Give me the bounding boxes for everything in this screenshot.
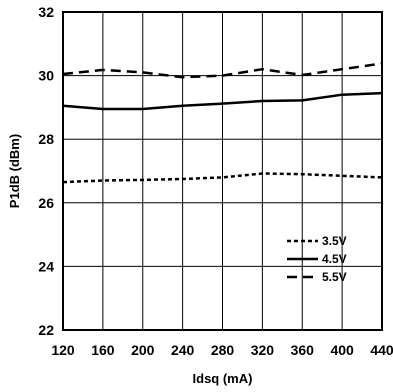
y-axis-label: P1dB (dBm) xyxy=(7,134,22,208)
x-tick-label: 200 xyxy=(131,342,155,358)
x-tick-label: 280 xyxy=(211,342,235,358)
legend-label-4.5V: 4.5V xyxy=(322,252,347,266)
x-tick-label: 440 xyxy=(370,342,393,358)
series-lines xyxy=(62,62,383,184)
y-tick-label: 28 xyxy=(38,131,54,147)
legend-label-3.5V: 3.5V xyxy=(322,234,347,248)
y-tick-label: 24 xyxy=(38,258,54,274)
x-tick-label: 320 xyxy=(251,342,275,358)
tick-labels: 120 160 200 240 280 320 360 400 440 22 24 26 28 30 32 xyxy=(38,4,393,358)
legend: 3.5V 4.5V 5.5V xyxy=(287,234,347,284)
y-tick-label: 26 xyxy=(38,195,54,211)
x-tick-label: 240 xyxy=(171,342,195,358)
y-tick-label: 30 xyxy=(38,68,54,84)
y-tick-label: 22 xyxy=(38,322,54,338)
plot-area-frame xyxy=(62,11,383,331)
series-line-4.5V xyxy=(62,91,383,111)
x-tick-label: 160 xyxy=(91,342,115,358)
series-line-5.5V xyxy=(62,62,383,79)
x-tick-label: 400 xyxy=(330,342,354,358)
x-tick-label: 120 xyxy=(51,342,75,358)
series-line-3.5V xyxy=(62,172,383,184)
legend-label-5.5V: 5.5V xyxy=(322,270,347,284)
x-axis-label: Idsq (mA) xyxy=(193,371,253,386)
y-tick-label: 32 xyxy=(38,4,54,20)
x-tick-label: 360 xyxy=(291,342,315,358)
